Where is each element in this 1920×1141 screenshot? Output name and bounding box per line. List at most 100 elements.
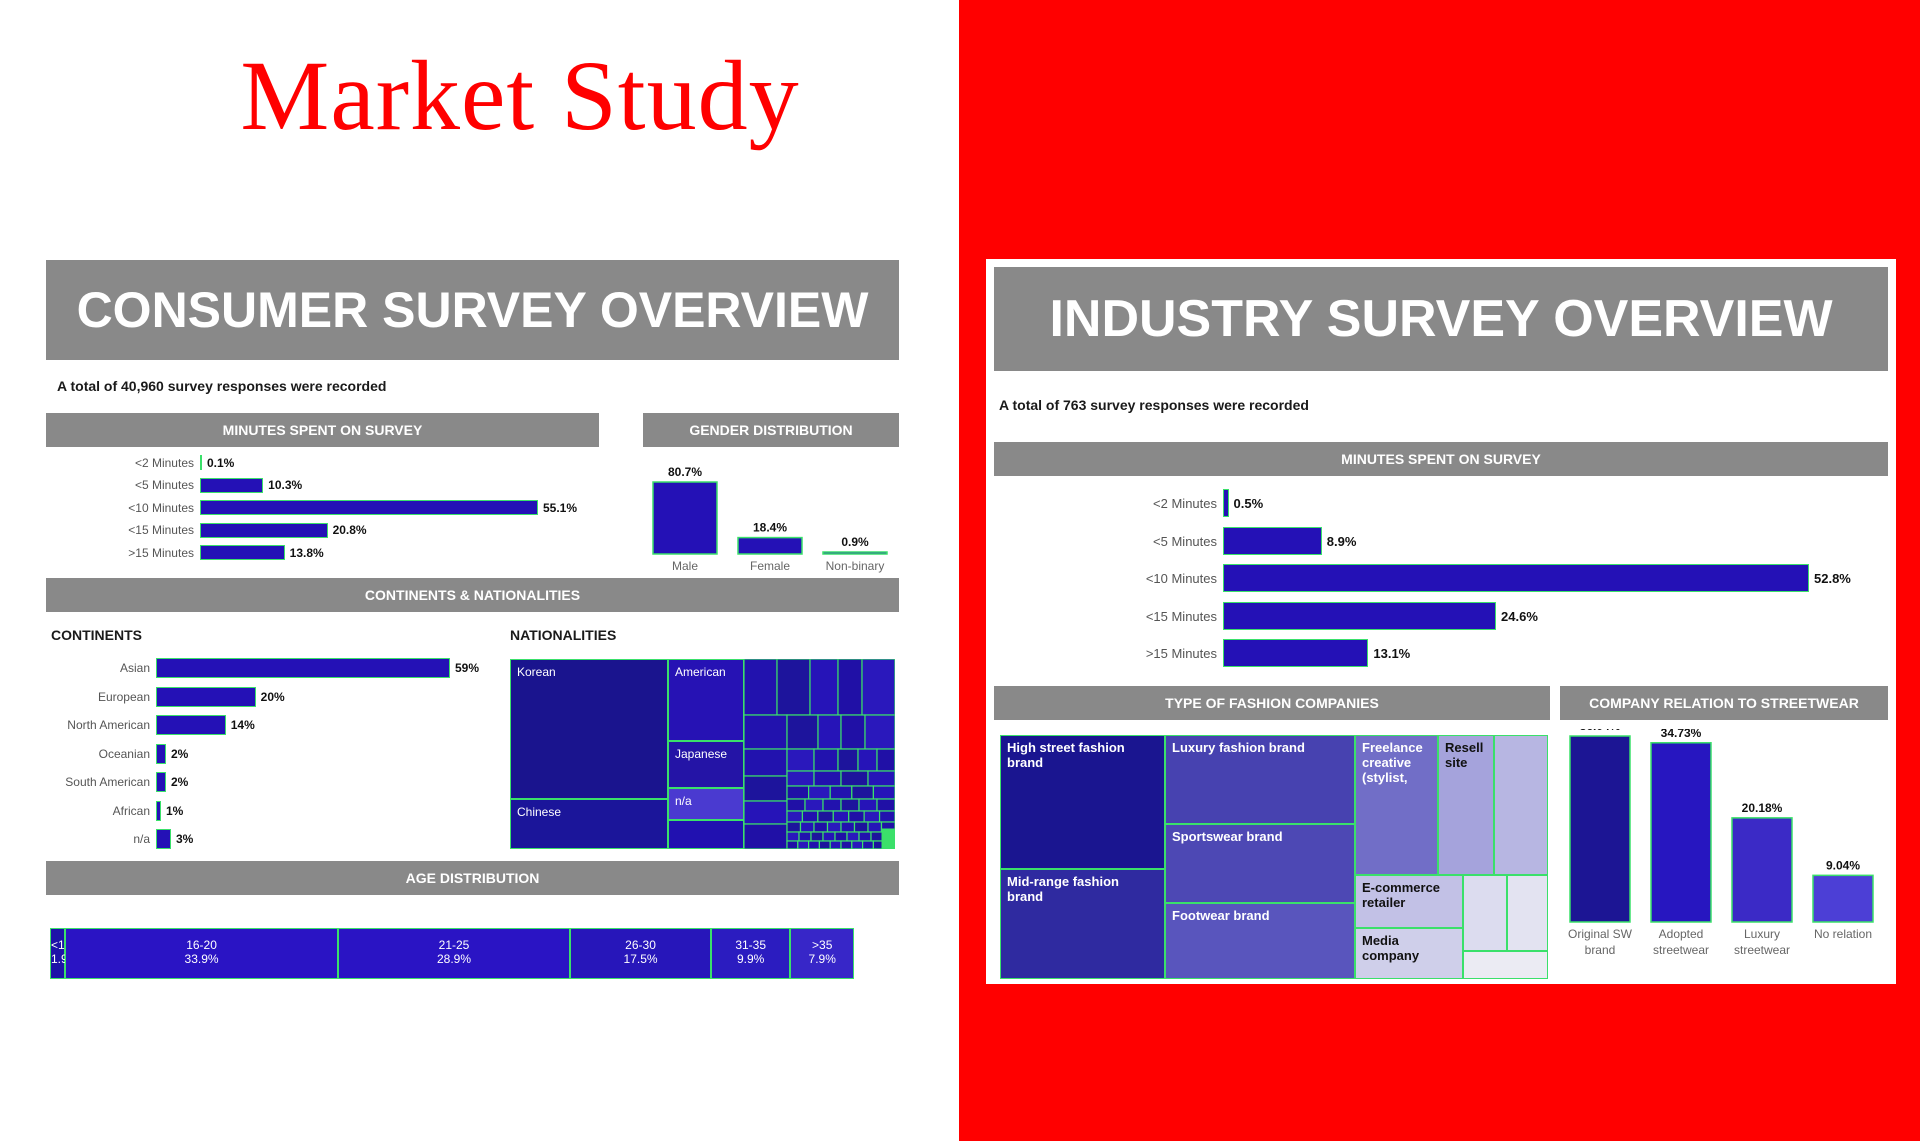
bar-label: African [112,803,150,818]
treemap-cell [786,785,810,800]
treemap-cell-korean: Korean [510,659,668,799]
age-value-label: 17.5% [623,952,658,966]
bar [822,551,888,555]
age-value-label: 28.9% [436,952,472,966]
bar-value-label: 9.04% [1826,858,1860,872]
bar-label: <10 Minutes [1145,571,1217,586]
bar-label: Oceanian [98,746,150,761]
companies-treemap: High street fashion brand Mid-range fash… [1000,735,1548,979]
category-label: Non-binary [826,559,885,573]
treemap-cell [810,831,824,842]
bar-label: European [97,689,150,704]
treemap-cell [840,770,869,787]
treemap-cell-american: American [668,659,744,741]
treemap-cell [744,714,788,750]
treemap-cell [876,798,895,812]
bar-label: <2 Minutes [134,455,194,470]
treemap-cell [776,659,811,716]
bar-label: South American [65,775,150,789]
category-label: streetwear [1734,943,1790,957]
bar [200,522,328,538]
treemap-cell-unlabelled-b [1463,875,1507,951]
treemap-cell [853,821,869,833]
bar-value-label: 20% [260,689,285,704]
bar [1812,874,1874,923]
category-label: Male [672,559,698,573]
bar-label: <2 Minutes [1153,496,1217,511]
treemap-cell-sportswear: Sportswear brand [1165,824,1355,903]
treemap-cell-na: n/a [668,788,744,820]
bar [200,545,285,560]
bar-value-label: 13.1% [1373,646,1411,661]
treemap-cell [863,810,881,823]
age-value-label: 7.9% [808,952,836,966]
treemap-cell [851,840,864,849]
treemap-cell [829,840,842,849]
treemap-cell [809,659,839,716]
treemap-cell [872,785,895,800]
consumer-minutes-chart: <2 Minutes 0.1% <5 Minutes 10.3% <10 Minutes… [46,455,606,565]
age-category-label: 26-30 [625,938,656,952]
bar [652,481,718,555]
bar [1569,735,1631,923]
age-segment: >35 7.9% [790,928,854,979]
treemap-cell [822,831,836,842]
age-segment: <161.9% [50,928,78,979]
treemap-cell [786,821,802,833]
treemap-cell-freelance: Freelance creative (stylist, [1355,735,1438,875]
bar [156,772,166,792]
treemap-cell [804,798,824,812]
treemap-cell-ecommerce: E-commerce retailer [1355,875,1463,928]
treemap-cell [848,810,865,823]
bar-value-label: 0.9% [841,535,869,549]
treemap-cell [876,748,895,772]
bar [156,800,161,821]
age-category-label: 31-35 [735,938,767,952]
nationalities-subtitle: NATIONALITIES [510,627,617,643]
category-label: Original SW [1568,927,1633,941]
treemap-cell [817,714,842,750]
industry-title: INDUSTRY SURVEY OVERVIEW [994,267,1888,371]
bar-value-label: 20.8% [332,523,367,537]
treemap-cell [813,748,839,772]
treemap-cell-unlabelled-c [1507,875,1548,951]
treemap-cell [744,823,788,849]
bar-label: Asian [119,661,150,675]
treemap-cell [786,831,800,842]
bar [1223,564,1809,592]
treemap-cell-unlabelled-a [1494,735,1548,875]
bar [1223,526,1322,555]
consumer-continents-chart: Asian 59% European 20% North American 14% Ocea… [46,658,516,858]
treemap-cell [840,714,866,750]
treemap-cell [858,831,872,842]
treemap-cell [858,798,878,812]
treemap-cell [857,748,878,772]
bar-label: <15 Minutes [128,523,194,537]
bar [737,536,803,555]
treemap-cell [837,659,863,716]
category-label: Luxury [1744,927,1780,941]
industry-total-note: A total of 763 survey responses were rec… [999,397,1309,413]
treemap-cell [846,831,860,842]
treemap-cell-media: Media company [1355,928,1463,979]
treemap-cell [881,828,895,849]
bar-value-label: 24.6% [1501,608,1538,624]
bar-label: <5 Minutes [1153,533,1217,549]
age-segment: 16-20 33.9% [65,928,338,979]
industry-minutes-header: MINUTES SPENT ON SURVEY [994,442,1888,476]
treemap-cell-luxury: Luxury fashion brand [1165,735,1355,824]
treemap-cell [840,798,860,812]
consumer-minutes-header: MINUTES SPENT ON SURVEY [46,413,599,447]
bar-value-label: 52.8% [1814,571,1851,586]
continents-subtitle: CONTINENTS [51,627,142,643]
bar-label: >15 Minutes [1145,646,1217,661]
consumer-total-note: A total of 40,960 survey responses were … [57,378,387,394]
bar-value-label: 55.1% [543,500,578,515]
treemap-cell-japanese: Japanese [668,741,744,788]
consumer-age-header: AGE DISTRIBUTION [46,861,899,895]
treemap-cell [867,770,895,787]
treemap-cell-mid-range: Mid-range fashion brand [1000,869,1165,979]
consumer-gender-header: GENDER DISTRIBUTION [643,413,899,447]
bar [1650,742,1712,923]
